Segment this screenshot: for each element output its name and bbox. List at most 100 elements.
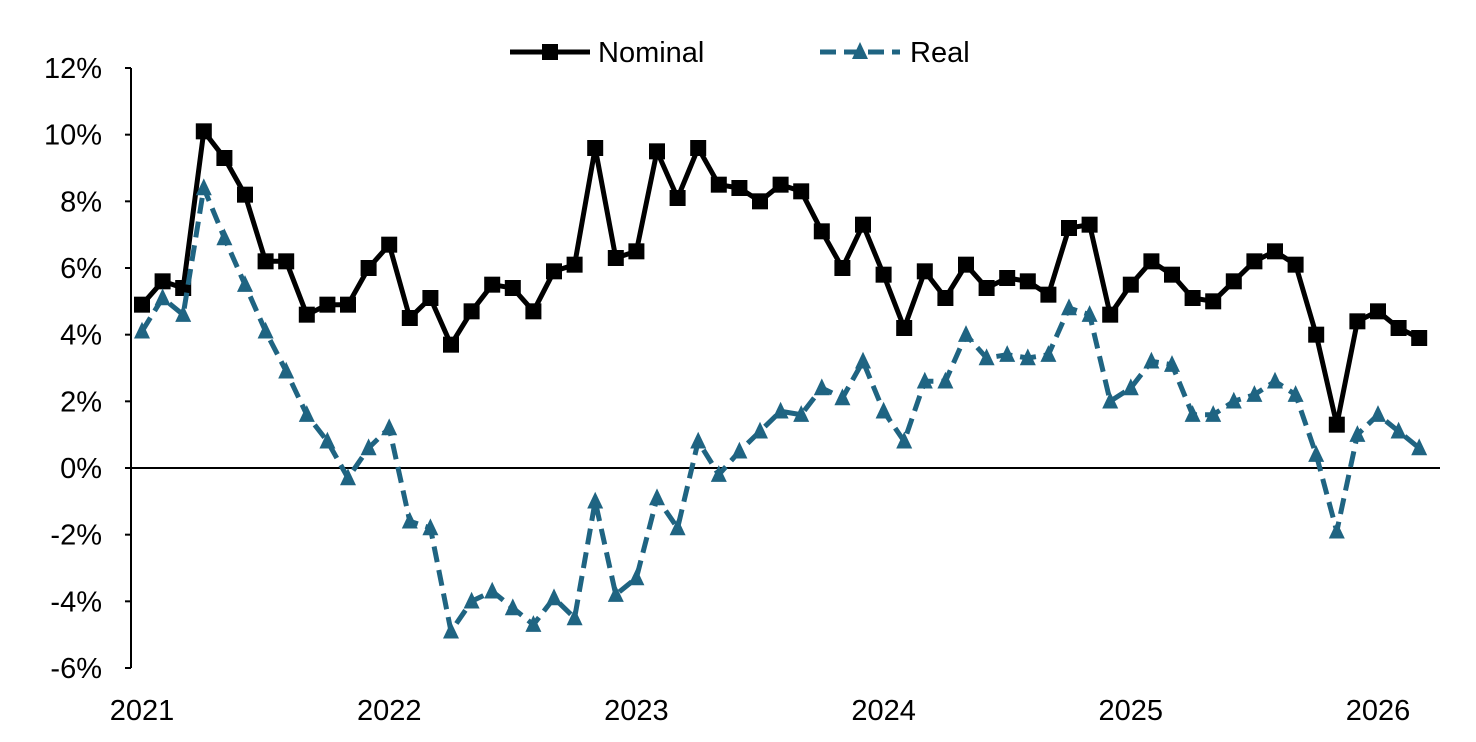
data-point xyxy=(875,266,892,283)
data-point xyxy=(360,260,377,276)
data-point xyxy=(937,371,954,389)
data-point xyxy=(216,150,233,166)
data-point xyxy=(834,260,851,276)
y-tick-label: 12% xyxy=(44,53,102,85)
data-point xyxy=(587,491,604,509)
data-point xyxy=(1390,421,1407,439)
data-point xyxy=(1081,216,1098,233)
series-nominal xyxy=(134,123,1428,433)
data-point xyxy=(504,598,521,616)
legend-label: Real xyxy=(910,37,970,69)
data-point xyxy=(834,388,851,406)
data-point xyxy=(690,140,707,156)
data-point xyxy=(278,361,295,379)
data-point xyxy=(1370,405,1386,422)
data-point xyxy=(1184,290,1201,306)
data-point xyxy=(1122,378,1139,396)
legend: Nominal Real xyxy=(510,37,970,69)
data-point xyxy=(772,401,789,419)
y-tick-label: -4% xyxy=(50,586,102,618)
y-tick-label: -2% xyxy=(50,520,102,552)
data-point xyxy=(525,615,542,632)
x-tick-label: 2024 xyxy=(851,695,916,727)
data-point xyxy=(298,306,315,323)
data-point xyxy=(484,276,501,293)
data-point xyxy=(340,468,356,486)
legend-item-nominal: Nominal xyxy=(510,37,704,69)
legend-label: Nominal xyxy=(598,37,704,69)
data-point xyxy=(319,296,336,313)
data-point xyxy=(237,275,253,292)
data-point xyxy=(896,320,913,336)
series-real xyxy=(134,178,1428,639)
y-tick-label: 8% xyxy=(60,186,102,218)
data-point xyxy=(772,176,789,193)
data-point xyxy=(710,176,727,193)
data-point xyxy=(1390,320,1407,336)
data-point xyxy=(916,263,933,280)
data-point xyxy=(319,431,336,449)
axes: 12% 10% 8% 6% 4% 2% 0% -2% -4% -6%2021 2022 2023 202… xyxy=(44,53,1440,727)
data-point xyxy=(958,325,974,342)
data-point xyxy=(896,431,913,449)
data-point xyxy=(257,321,274,339)
data-point xyxy=(195,178,212,196)
data-point xyxy=(1411,438,1428,456)
data-point xyxy=(422,518,439,536)
data-point xyxy=(1225,273,1242,290)
data-point xyxy=(484,581,501,599)
data-point xyxy=(587,140,604,156)
data-point xyxy=(1081,305,1098,322)
data-point xyxy=(154,288,171,306)
data-point xyxy=(1328,521,1345,539)
data-point xyxy=(175,305,192,322)
data-point xyxy=(1019,348,1036,366)
data-point xyxy=(463,591,480,609)
data-point xyxy=(669,190,686,206)
data-point xyxy=(999,270,1016,286)
data-point xyxy=(195,123,212,140)
data-point xyxy=(690,431,707,449)
data-point xyxy=(278,253,295,270)
data-point xyxy=(340,296,356,313)
data-point xyxy=(1040,345,1057,362)
data-point xyxy=(1205,293,1222,310)
data-point xyxy=(1267,243,1283,260)
x-tick-label: 2025 xyxy=(1099,695,1164,727)
series-layer xyxy=(134,123,1428,639)
data-point xyxy=(793,183,810,200)
data-point xyxy=(381,236,398,253)
data-point xyxy=(134,296,150,313)
data-point xyxy=(1349,425,1366,442)
data-point xyxy=(855,351,871,369)
data-point xyxy=(1019,273,1036,290)
data-point xyxy=(422,290,439,306)
data-point xyxy=(875,401,892,419)
data-point xyxy=(1287,256,1304,273)
x-tick-label: 2022 xyxy=(357,695,422,727)
data-point xyxy=(1370,303,1386,320)
y-tick-label: -6% xyxy=(50,653,102,685)
y-tick-label: 6% xyxy=(60,253,102,285)
data-point xyxy=(978,280,995,296)
data-point xyxy=(1122,276,1139,293)
data-point xyxy=(1308,326,1325,343)
data-point xyxy=(916,371,933,389)
data-point xyxy=(649,143,665,160)
data-point xyxy=(525,303,542,320)
data-point xyxy=(1164,355,1180,372)
data-point xyxy=(1267,371,1283,389)
data-point xyxy=(546,588,562,606)
data-point xyxy=(546,263,562,280)
data-point xyxy=(401,310,418,326)
data-point xyxy=(1143,351,1160,369)
data-point xyxy=(1225,391,1242,409)
data-point xyxy=(937,290,954,306)
data-point xyxy=(1246,385,1263,402)
data-point xyxy=(257,253,274,270)
data-point xyxy=(1061,220,1077,236)
legend-marker xyxy=(542,44,558,60)
data-point xyxy=(607,250,624,266)
data-point xyxy=(566,256,583,273)
data-point xyxy=(1102,391,1119,409)
